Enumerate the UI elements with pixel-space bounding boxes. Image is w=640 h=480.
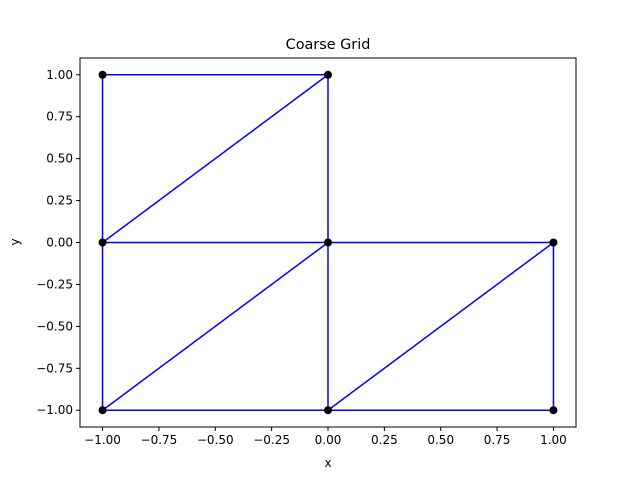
mesh-node xyxy=(324,238,332,247)
x-tick-label: 0.50 xyxy=(427,433,454,447)
mesh-node xyxy=(98,70,107,79)
x-tick-label: 0.00 xyxy=(315,433,342,447)
y-tick-label: 0.75 xyxy=(46,110,73,124)
mesh-node xyxy=(98,406,107,415)
y-tick-label: −0.25 xyxy=(36,277,73,291)
x-tick-label: −0.75 xyxy=(141,433,178,447)
x-tick-label: −0.25 xyxy=(253,433,290,447)
mesh-edges xyxy=(101,74,555,411)
y-tick-label: 0.25 xyxy=(46,194,73,208)
mesh-node xyxy=(98,238,107,247)
y-axis: −1.00 −0.75 −0.50 −0.25 0.00 0.25 0.50 0.75 1.00 xyxy=(36,68,80,417)
mesh-node xyxy=(549,406,558,415)
mesh-edge xyxy=(102,74,329,244)
y-axis-label: y xyxy=(8,238,22,245)
x-tick-label: 0.75 xyxy=(484,433,511,447)
y-tick-label: −0.50 xyxy=(36,319,73,333)
plot-area xyxy=(98,70,558,415)
y-tick-label: 0.00 xyxy=(46,236,73,250)
mesh-node xyxy=(324,406,332,415)
y-tick-label: −1.00 xyxy=(36,403,73,417)
x-tick-label: −1.00 xyxy=(84,433,121,447)
x-axis-label: x xyxy=(324,456,331,470)
y-tick-label: 1.00 xyxy=(46,68,73,82)
mesh-nodes xyxy=(98,70,558,415)
x-axis: −1.00 −0.75 −0.50 −0.25 0.00 0.25 0.50 0.75 1.00 xyxy=(84,427,567,447)
x-tick-label: 0.25 xyxy=(371,433,398,447)
mesh-edge xyxy=(102,241,329,411)
chart-title: Coarse Grid xyxy=(286,37,371,53)
mesh-edge xyxy=(327,241,554,411)
y-tick-label: −0.75 xyxy=(36,361,73,375)
y-tick-label: 0.50 xyxy=(46,152,73,166)
mesh-node xyxy=(549,238,558,247)
x-tick-label: 1.00 xyxy=(540,433,567,447)
x-tick-label: −0.50 xyxy=(197,433,234,447)
mesh-node xyxy=(324,70,332,79)
